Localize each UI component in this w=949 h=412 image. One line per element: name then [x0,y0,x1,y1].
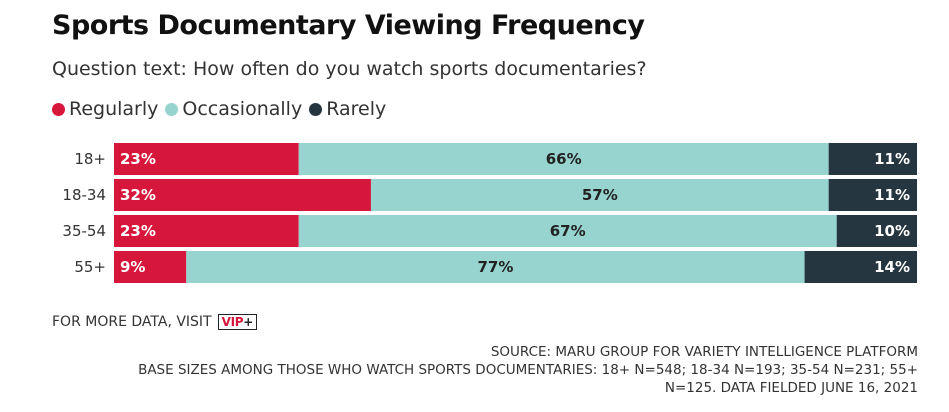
bar-segment-regularly [114,179,371,211]
legend-swatch-rarely [309,102,323,116]
legend-item-occasionally: Occasionally [165,98,302,120]
legend-item-rarely: Rarely [309,98,386,120]
source-line-2: BASE SIZES AMONG THOSE WHO WATCH SPORTS … [138,362,918,378]
source-line-1: SOURCE: MARU GROUP FOR VARIETY INTELLIGE… [490,344,918,360]
bar-segment-occasionally [298,215,837,247]
chart-subtitle: Question text: How often do you watch sp… [52,58,647,80]
vip-plus-logo[interactable]: VIP+ [217,314,258,330]
data-label-rarely: 14% [874,258,910,276]
data-label-occasionally: 66% [546,150,582,168]
more-data-text: FOR MORE DATA, VISIT [52,314,212,330]
data-label-rarely: 11% [874,186,910,204]
data-label-occasionally: 57% [582,186,618,204]
bar-segment-occasionally [186,251,805,283]
data-label-rarely: 10% [874,222,910,240]
source-note: SOURCE: MARU GROUP FOR VARIETY INTELLIGE… [38,343,918,397]
bar-segment-regularly [114,251,187,283]
data-label-regularly: 23% [120,150,156,168]
source-line-3: N=125. DATA FIELDED JUNE 16, 2021 [664,380,918,396]
vip-label: VIP [221,315,244,329]
bar-segment-rarely [836,215,917,247]
data-label-occasionally: 77% [477,258,513,276]
data-label-regularly: 23% [120,222,156,240]
legend-swatch-occasionally [165,102,179,116]
legend: Regularly Occasionally Rarely [52,97,393,121]
bar-segment-occasionally [370,179,829,211]
data-label-occasionally: 67% [550,222,586,240]
bar-segment-rarely [828,179,917,211]
bar-segment-rarely [804,251,917,283]
bar-segment-rarely [828,143,917,175]
legend-label-rarely: Rarely [326,98,387,120]
legend-swatch-regularly [52,102,65,116]
stacked-bar-chart: 18+ 23% 66% 11% 18-34 32% 57% 11% 35-54 23% 67% 10%… [62,143,917,283]
data-label-rarely: 11% [874,150,910,168]
chart-title: Sports Documentary Viewing Frequency [52,10,645,41]
legend-label-regularly: Regularly [69,98,159,120]
bar-segment-regularly [114,143,299,175]
data-label-regularly: 32% [120,186,156,204]
category-label: 35-54 [62,222,106,240]
data-label-regularly: 9% [120,258,145,276]
bar-segment-regularly [114,215,299,247]
category-label: 18-34 [62,186,106,204]
more-data-link: FOR MORE DATA, VISIT VIP+ [52,314,258,330]
legend-label-occasionally: Occasionally [182,98,303,120]
legend-item-regularly: Regularly [52,98,158,120]
vip-plus-sign: + [243,315,254,329]
category-label: 55+ [74,258,106,276]
bar-segment-occasionally [298,143,829,175]
category-label: 18+ [74,150,106,168]
